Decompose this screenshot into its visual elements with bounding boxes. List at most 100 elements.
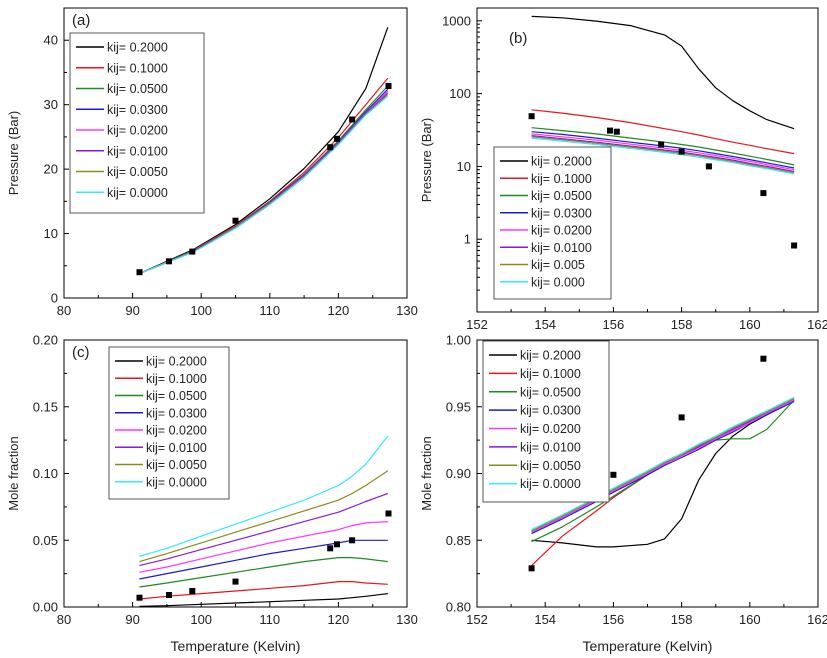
x-tick-label: 152 xyxy=(466,612,488,627)
legend-label: kij= 0.2000 xyxy=(107,41,168,55)
legend-label: kij= 0.005 xyxy=(531,258,585,272)
series-group xyxy=(531,15,795,175)
series-line-5 xyxy=(139,521,388,573)
data-point xyxy=(385,83,392,89)
data-point xyxy=(678,148,685,155)
legend-label: kij= 0.0100 xyxy=(531,241,592,255)
y-tick-label: 30 xyxy=(44,97,58,112)
data-point xyxy=(678,414,685,421)
panel-c: 80 90 100 110 120 130 0.00 0.05 0.10 0.15 0.20 Mole… xyxy=(6,333,418,655)
x-tick-label: 90 xyxy=(125,303,139,318)
legend-label: kij= 0.0200 xyxy=(520,422,581,436)
data-point xyxy=(334,541,340,548)
series-line-6 xyxy=(531,135,795,173)
series-line-1 xyxy=(531,398,795,548)
data-point xyxy=(349,116,356,123)
series-line-8 xyxy=(139,95,389,275)
x-tick-label: 100 xyxy=(190,612,212,627)
x-tick-label: 110 xyxy=(259,612,280,627)
legend-box xyxy=(482,340,610,503)
x-tick-label: 158 xyxy=(671,612,693,627)
legend-label: kij= 0.0300 xyxy=(531,206,592,220)
y-tick-label: 0.10 xyxy=(33,466,58,481)
data-point xyxy=(705,163,712,170)
legend-label: kij= 0.0300 xyxy=(520,404,581,418)
data-point xyxy=(136,594,143,601)
series-line-1 xyxy=(531,15,795,130)
y-axis-label: Mole fraction xyxy=(6,436,21,510)
x-tick-label: 154 xyxy=(534,612,556,627)
legend-label: kij= 0.0200 xyxy=(107,124,168,138)
y-tick-label: 0.00 xyxy=(33,600,58,615)
data-point xyxy=(232,578,239,585)
legend-label: kij= 0.0500 xyxy=(520,385,581,399)
data-point xyxy=(385,510,392,517)
y-axis-label: Pressure (Bar) xyxy=(419,118,434,203)
y-tick-label: 1.00 xyxy=(446,333,471,348)
x-tick-label: 110 xyxy=(259,303,280,318)
y-tick-label: 0.15 xyxy=(33,399,58,414)
y-axis-label: Pressure (Bar) xyxy=(6,111,21,196)
x-tick-label: 130 xyxy=(396,612,418,627)
y-tick-label: 0.85 xyxy=(446,533,471,548)
y-tick-label: 20 xyxy=(44,162,58,177)
legend-label: kij= 0.0000 xyxy=(520,477,581,491)
data-point xyxy=(349,537,356,544)
y-tick-label: 0.90 xyxy=(446,466,471,481)
x-tick-label: 160 xyxy=(739,612,761,627)
panel-label: (a) xyxy=(72,12,90,29)
data-point xyxy=(613,128,620,135)
experimental-points xyxy=(136,83,392,276)
series-line-3 xyxy=(139,556,388,588)
data-point xyxy=(232,217,239,224)
x-tick-label: 156 xyxy=(603,612,625,627)
legend-label: kij= 0.0300 xyxy=(146,406,207,420)
data-point xyxy=(528,565,535,572)
legend: kij= 0.2000 kij= 0.1000 kij= 0.0500 kij= 0.… xyxy=(69,32,205,214)
legend: kij= 0.2000 kij= 0.1000 kij= 0.0500 kij= 0.… xyxy=(482,340,610,503)
y-tick-label: 0.95 xyxy=(446,399,471,414)
legend-box xyxy=(69,32,205,214)
experimental-points xyxy=(136,510,392,601)
y-axis-label: Mole fraction xyxy=(419,436,434,510)
data-point xyxy=(760,190,767,197)
x-tick-label: 90 xyxy=(125,612,139,627)
panel-label: (c) xyxy=(72,344,90,361)
legend-label: kij= 0.0200 xyxy=(531,224,592,238)
data-point xyxy=(334,135,340,142)
y-tick-label: 0.80 xyxy=(446,600,471,615)
data-point xyxy=(166,258,172,265)
legend-label: kij= 0.2000 xyxy=(531,155,592,169)
x-tick-label: 80 xyxy=(57,612,71,627)
legend-box xyxy=(108,346,230,500)
x-tick-label: 162 xyxy=(807,317,827,332)
series-group xyxy=(139,27,389,275)
y-tick-label: 40 xyxy=(44,33,58,48)
series-line-4 xyxy=(139,539,388,580)
x-tick-label: 120 xyxy=(328,612,350,627)
legend-label: kij= 0.1000 xyxy=(531,172,592,186)
data-point xyxy=(791,242,798,249)
series-line-5 xyxy=(531,133,795,171)
legend-box xyxy=(493,146,612,300)
y-tick-label: 1000 xyxy=(442,13,471,28)
data-point xyxy=(327,545,334,552)
legend-label: kij= 0.0500 xyxy=(107,82,168,96)
series-line-2 xyxy=(531,109,795,155)
x-axis-label: Temperature (Kelvin) xyxy=(171,638,301,654)
legend-label: kij= 0.2000 xyxy=(520,349,581,363)
x-tick-label: 162 xyxy=(807,612,827,627)
y-tick-label: 10 xyxy=(457,159,471,174)
data-point xyxy=(327,144,334,151)
legend-label: kij= 0.2000 xyxy=(146,355,207,369)
series-line-2 xyxy=(139,580,388,600)
panel-b: 152 154 156 158 160 162 1 10 100 1000 Pressure (Ba… xyxy=(419,7,827,332)
y-tick-label: 0.20 xyxy=(33,333,58,348)
x-tick-label: 130 xyxy=(396,303,418,318)
data-point xyxy=(166,592,172,598)
y-tick-label: 0.05 xyxy=(33,533,58,548)
legend-label: kij= 0.0000 xyxy=(107,186,168,200)
legend-label: kij= 0.0000 xyxy=(146,475,207,489)
y-tick-label: 100 xyxy=(449,86,471,101)
